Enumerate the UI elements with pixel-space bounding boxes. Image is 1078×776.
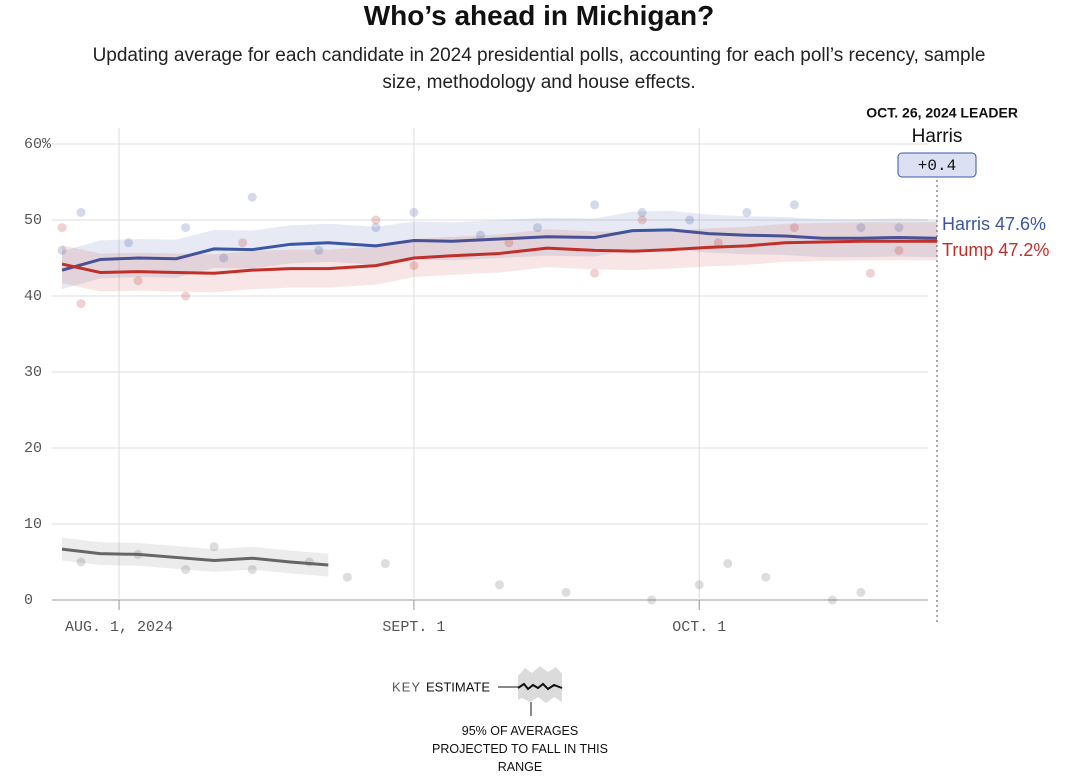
poll-dot bbox=[590, 200, 600, 210]
poll-dot bbox=[219, 253, 229, 263]
series-label: Harris bbox=[942, 214, 990, 234]
poll-dot bbox=[637, 215, 647, 225]
poll-dot bbox=[723, 559, 733, 569]
y-tick-label: 60% bbox=[24, 136, 52, 153]
leader-name: Harris bbox=[912, 126, 963, 147]
poll-dot bbox=[76, 299, 86, 309]
confidence-band bbox=[62, 537, 329, 577]
poll-dot bbox=[238, 238, 248, 248]
leader-heading: OCT. 26, 2024 LEADER bbox=[866, 105, 1018, 121]
end-value-label: 47.2% bbox=[998, 240, 1049, 260]
poll-dot bbox=[590, 268, 600, 278]
poll-dot bbox=[76, 207, 86, 217]
series-line bbox=[61, 547, 329, 567]
poll-dot bbox=[76, 557, 86, 567]
poll-dot bbox=[409, 207, 419, 217]
poll-dot bbox=[685, 215, 695, 225]
leader-margin-label: +0.4 bbox=[918, 157, 956, 175]
key-note: 95% OF AVERAGES PROJECTED TO FALL IN THI… bbox=[432, 724, 608, 774]
confidence-band bbox=[62, 222, 937, 293]
poll-dot bbox=[742, 207, 752, 217]
y-tick-label: 50 bbox=[24, 212, 42, 229]
x-tick-label: AUG. 1, 2024 bbox=[65, 619, 173, 636]
y-tick-label: 0 bbox=[24, 592, 33, 609]
poll-dot bbox=[856, 223, 866, 233]
poll-dot bbox=[57, 245, 67, 255]
poll-dot bbox=[181, 291, 191, 301]
poll-dot bbox=[124, 238, 134, 248]
y-tick-label: 20 bbox=[24, 440, 42, 457]
poll-dot bbox=[827, 595, 837, 605]
y-tick-label: 30 bbox=[24, 364, 42, 381]
leader-margin-box bbox=[897, 152, 977, 178]
poll-dot bbox=[247, 192, 257, 202]
chart-subtitle: Updating average for each candidate in 2… bbox=[92, 45, 986, 93]
poll-dot bbox=[495, 580, 504, 590]
series-label: Trump bbox=[942, 240, 993, 260]
key-line bbox=[517, 682, 563, 691]
poll-dot bbox=[894, 223, 904, 233]
poll-dot bbox=[761, 572, 771, 582]
poll-dot bbox=[637, 207, 647, 217]
x-tick-label: SEPT. 1 bbox=[382, 619, 445, 636]
poll-dot bbox=[713, 238, 723, 248]
poll-dot bbox=[504, 238, 514, 248]
poll-dot bbox=[694, 580, 704, 590]
x-tick-label: OCT. 1 bbox=[672, 619, 726, 636]
poll-dot bbox=[209, 542, 219, 552]
poll-dot bbox=[789, 200, 799, 210]
poll-dot bbox=[865, 268, 875, 278]
poll-dot bbox=[57, 223, 67, 233]
poll-dot bbox=[894, 245, 904, 255]
poll-dot bbox=[371, 215, 381, 225]
key-title: KEY bbox=[392, 679, 421, 694]
poll-dot bbox=[371, 223, 381, 233]
poll-dot bbox=[475, 230, 485, 240]
key-estimate: ESTIMATE bbox=[426, 679, 490, 694]
poll-dot bbox=[314, 245, 324, 255]
poll-dot bbox=[380, 559, 390, 569]
series-line bbox=[61, 239, 937, 275]
poll-dot bbox=[647, 595, 657, 605]
y-tick-label: 10 bbox=[24, 516, 42, 533]
poll-dot bbox=[181, 223, 191, 233]
y-tick-label: 40 bbox=[24, 288, 42, 305]
poll-dot bbox=[247, 565, 257, 575]
end-value-label: 47.6% bbox=[995, 214, 1046, 234]
poll-dot bbox=[181, 565, 191, 575]
confidence-band bbox=[62, 210, 937, 290]
poll-dot bbox=[561, 587, 571, 597]
poll-dot bbox=[133, 276, 143, 286]
chart-title: Who’s ahead in Michigan? bbox=[363, 0, 715, 31]
poll-dot bbox=[856, 587, 866, 597]
poll-dot bbox=[533, 223, 543, 233]
series-line bbox=[61, 228, 938, 272]
poll-dot bbox=[409, 261, 419, 271]
key-band bbox=[518, 666, 562, 703]
poll-dot bbox=[342, 572, 352, 582]
poll-dot bbox=[789, 223, 799, 233]
